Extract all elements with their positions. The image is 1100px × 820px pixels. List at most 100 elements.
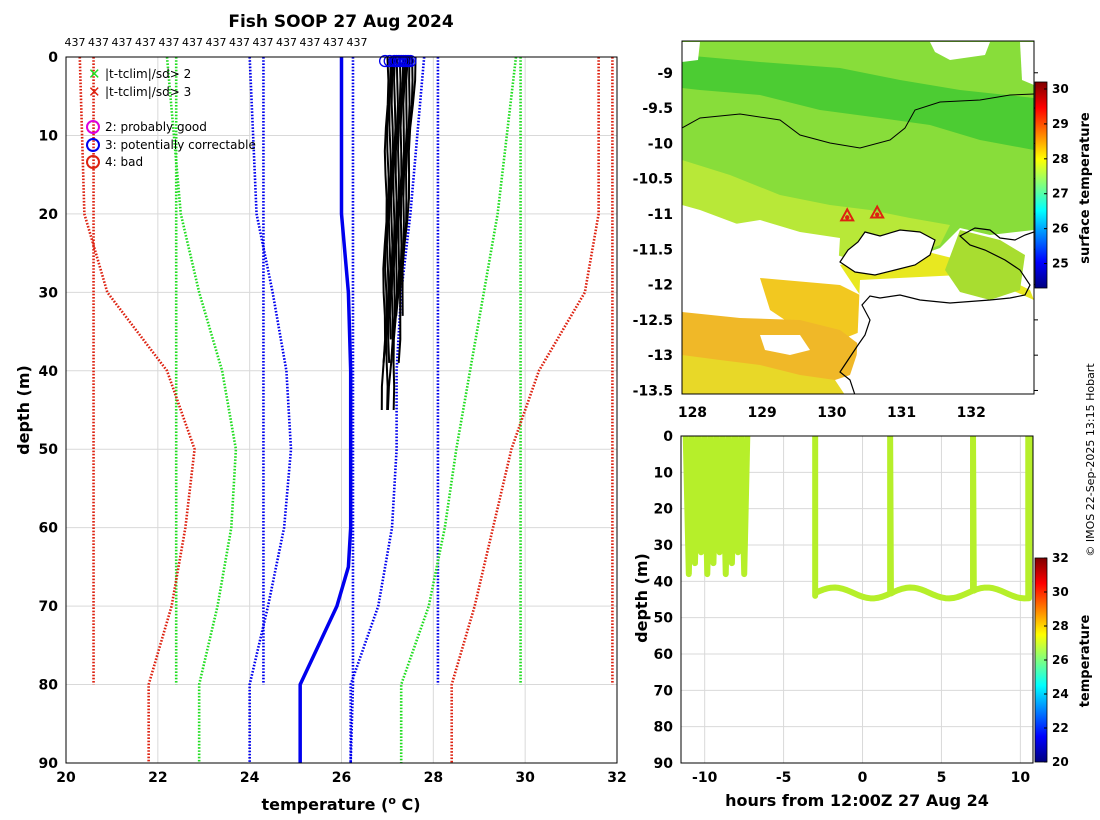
y-tick-label: 40 [39, 364, 59, 380]
map-lon-tick: 130 [817, 405, 846, 421]
map-colorbar-tick-label: 30 [1052, 82, 1069, 96]
time-depth-points [682, 436, 1033, 602]
profile-ticks: 20 22 24 26 28 30 32 0 10 20 30 40 50 60 70 80 90 [39, 50, 627, 786]
observed-profile [385, 56, 395, 411]
count-label: 437 [206, 36, 227, 49]
map-colorbar-tick-label: 28 [1052, 152, 1069, 166]
profile-axes-frame [65, 56, 618, 764]
time-depth-frame [680, 435, 1034, 764]
count-label: 437 [347, 36, 368, 49]
legend-label: |t-tclim|/sd> 3 [105, 85, 191, 99]
sea-gulf [945, 230, 1025, 300]
count-label: 437 [88, 36, 109, 49]
dive-group-2 [812, 436, 1033, 602]
y-tick-label: 20 [39, 207, 59, 223]
temperature-colorbar-tick-label: 30 [1052, 585, 1069, 599]
legend-item-red-o: 4: bad [86, 155, 143, 169]
profile-series [78, 57, 614, 763]
time-depth-ticks: -10 -5 0 5 10 0 10 20 30 40 50 60 70 80 90 [654, 429, 1031, 786]
map-colorbar-tick-label: 29 [1052, 117, 1069, 131]
map-colorbar [1034, 81, 1048, 289]
count-label: 437 [229, 36, 250, 49]
series-climatology-max [349, 57, 355, 763]
island [839, 229, 936, 276]
y-tick-label: 50 [39, 442, 59, 458]
y-tick-label: 30 [39, 285, 59, 301]
legend-item-magenta-o: 2: probably good [86, 120, 207, 134]
count-label: 437 [253, 36, 274, 49]
time-tick-label: -5 [776, 770, 792, 786]
count-labels: 437 437 437 437 437 437 437 437 437 437 437 437 437 [65, 36, 368, 49]
red-x-icon: ✕ [88, 83, 101, 101]
series-climatology-mean [298, 57, 353, 763]
map-lat-tick: -12 [648, 278, 673, 294]
observed-profile [387, 56, 397, 363]
map-lat-tick: -11.5 [633, 242, 673, 258]
time-tick-label: -10 [692, 770, 718, 786]
count-label: 437 [276, 36, 297, 49]
profile-panel: Fish SOOP 27 Aug 2024 437 437 437 437 437 437… [14, 12, 627, 814]
cloud-gap [710, 220, 840, 270]
x-tick-label: 20 [56, 770, 76, 786]
cast-triangle-icon [839, 207, 855, 222]
legend-item-red-x: ✕ |t-tclim|/sd> 3 [88, 83, 191, 101]
map-lon-tick: 129 [748, 405, 777, 421]
green-x-icon: ✕ [88, 65, 101, 83]
series--3-sd [450, 57, 600, 763]
x-tick-label: 30 [515, 770, 535, 786]
temperature-colorbar-tick-label: 22 [1052, 721, 1069, 735]
x-tick-label: 28 [424, 770, 443, 786]
y-tick-label: 70 [39, 599, 59, 615]
legend-label: 3: potentially correctable [105, 138, 256, 152]
cast-point [874, 212, 880, 217]
x-tick-label: 22 [148, 770, 167, 786]
sea-north-darkgreen [682, 55, 1034, 150]
observed-profile [392, 56, 409, 411]
time-axis-label: hours from 12:00Z 27 Aug 24 [725, 791, 989, 810]
temperature-colorbar-tick-label: 24 [1052, 687, 1069, 701]
x-tick-label: 32 [607, 770, 626, 786]
depth-tick-label: 90 [654, 756, 674, 772]
sea-orange-band [760, 278, 870, 340]
cast-triangle-icon [869, 204, 885, 219]
legend-item-blue-o: 3: potentially correctable [86, 138, 256, 152]
copyright-note: © IMOS 22-Sep-2025 13:15 Hobart [1084, 363, 1097, 557]
y-tick-label: 90 [39, 756, 59, 772]
sea-yellow-south [682, 355, 845, 394]
temperature-colorbar-tick-label: 26 [1052, 653, 1069, 667]
x-tick-label: 26 [332, 770, 351, 786]
series--2-sd [399, 57, 518, 763]
map-colorbar-tick-label: 26 [1052, 222, 1069, 236]
depth-tick-label: 80 [654, 720, 674, 736]
series--2-sd [165, 57, 238, 763]
series--1-sd [349, 57, 426, 763]
map-lat-tick: -12.5 [633, 313, 673, 329]
map-lat-tick: -10 [648, 136, 674, 152]
red-circle-icon [86, 155, 100, 169]
depth-tick-label: 10 [654, 465, 674, 481]
time-depth-panel: -10 -5 0 5 10 0 10 20 30 40 50 60 70 80 90 hours from … [632, 429, 1093, 810]
magenta-circle-icon [86, 120, 100, 134]
y-tick-label: 10 [39, 128, 59, 144]
cloud-gap [1020, 42, 1034, 85]
cloud-gap [930, 42, 990, 60]
map-lat-tick: -10.5 [633, 172, 673, 188]
x-axis-label: temperature (o C) [261, 794, 420, 814]
series--3-sd [78, 57, 196, 763]
map-lon-tick: 128 [678, 405, 707, 421]
depth-tick-label: 0 [663, 429, 673, 445]
depth-tick-label: 60 [654, 647, 674, 663]
observed-profile [388, 56, 399, 340]
legend-label: 2: probably good [105, 120, 207, 134]
surface-flags [378, 54, 417, 68]
y-tick-label: 0 [48, 50, 58, 66]
map-lat-tick: -13 [648, 348, 673, 364]
map-lat-tick: -9 [657, 66, 673, 82]
depth-tick-label: 30 [654, 538, 674, 554]
cloud-gap [682, 42, 700, 62]
coastline-north [682, 93, 1034, 149]
legend-label: |t-tclim|/sd> 2 [105, 67, 191, 81]
depth-tick-label: 40 [654, 574, 674, 590]
map-lon-tick: 132 [957, 405, 986, 421]
observed-profile [401, 56, 417, 316]
